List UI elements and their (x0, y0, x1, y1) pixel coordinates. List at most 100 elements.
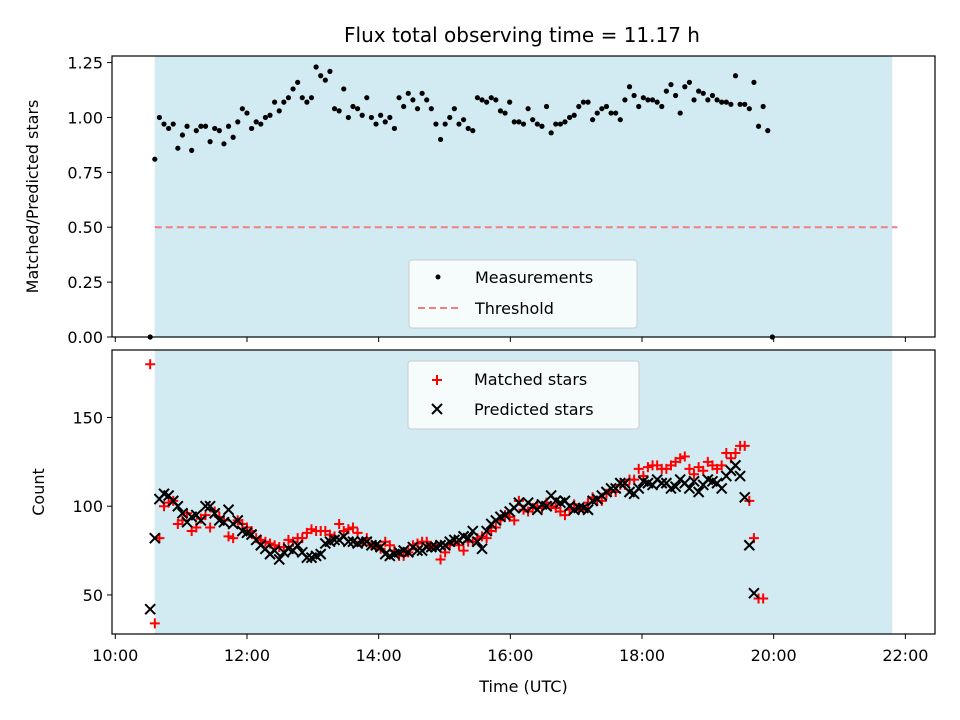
measurement-point (530, 117, 536, 123)
measurement-point (557, 121, 563, 127)
measurement-point (525, 106, 531, 112)
bottom-y-axis: 50 100 150 (72, 408, 112, 605)
measurement-point (484, 99, 490, 105)
predicted-star-point (462, 532, 474, 544)
measurement-point (608, 110, 614, 116)
matched-star-point (698, 465, 709, 476)
measurement-point (327, 68, 333, 74)
measurement-point (663, 88, 669, 94)
measurement-point (631, 92, 637, 99)
predicted-star-point (633, 482, 645, 495)
measurement-point (576, 103, 582, 110)
measurement-point (373, 121, 379, 127)
measurement-point (507, 99, 513, 105)
measurement-point (654, 99, 660, 105)
measurement-point (691, 97, 697, 103)
measurement-point (682, 84, 688, 90)
predicted-star-point (291, 539, 304, 551)
measurement-point (590, 117, 596, 123)
measurement-point (202, 123, 209, 129)
measurement-point (272, 99, 278, 105)
predicted-star-point (425, 541, 438, 553)
matched-star-point (716, 460, 727, 471)
matched-star-point (269, 540, 280, 551)
measurement-point (350, 103, 356, 110)
y-tick-label: 150 (72, 408, 103, 427)
matched-star-point (334, 518, 345, 529)
y-tick-label: 0.00 (67, 328, 103, 347)
measurement-point (295, 79, 301, 85)
predicted-star-point (582, 504, 594, 516)
predicted-star-point (301, 551, 313, 564)
predicted-star-point (149, 532, 161, 544)
top-legend: Measurements Threshold (408, 259, 638, 329)
matched-star-point (481, 533, 492, 544)
measurement-point (460, 117, 467, 123)
legend-measurements-label: Measurements (475, 268, 593, 287)
measurements-series (147, 64, 775, 340)
bottom-panel: 50 100 150 10:00 12:00 14:00 16:00 18:00 20:00 2… (29, 349, 936, 696)
predicted-star-point (421, 541, 433, 553)
measurement-point (553, 121, 559, 127)
predicted-star-point (356, 535, 368, 548)
top-axes-frame (111, 55, 936, 338)
predicted-star-point (748, 587, 760, 599)
measurement-point (239, 106, 245, 112)
predicted-star-point (480, 525, 493, 537)
predicted-star-point (218, 516, 230, 528)
predicted-star-point (605, 482, 617, 495)
measurement-point (511, 119, 517, 125)
matched-star-point (642, 462, 653, 473)
measurement-point (401, 103, 407, 110)
measurement-point (258, 121, 264, 127)
legend-predicted-marker (431, 403, 443, 415)
top-legend-box (408, 259, 638, 329)
predicted-star-point (204, 500, 216, 512)
matched-star-point (228, 533, 239, 544)
measurement-point (179, 132, 186, 138)
predicted-star-point (374, 541, 387, 553)
legend-measurements-marker (435, 274, 441, 280)
measurement-point (216, 128, 222, 134)
measurement-point (318, 73, 324, 79)
measurement-point (331, 106, 338, 112)
legend-predicted-label: Predicted stars (474, 400, 594, 419)
measurement-point (193, 128, 199, 134)
legend-plus-glyph (432, 375, 442, 385)
predicted-star-point (232, 514, 244, 527)
measurement-point (341, 86, 347, 92)
measurement-point (714, 97, 720, 103)
measurement-point (354, 106, 361, 112)
measurement-point (230, 134, 236, 140)
measurement-point (760, 103, 766, 110)
predicted-star-point (448, 534, 461, 546)
measurement-point (700, 90, 706, 96)
measurement-point (428, 106, 434, 112)
measurement-point (636, 103, 642, 110)
matched-star-point (679, 451, 690, 462)
measurement-point (198, 123, 204, 129)
predicted-star-point (476, 543, 488, 555)
top-y-axis-label: Matched/Predicted stars (23, 100, 42, 294)
predicted-star-point (743, 539, 756, 551)
predicted-star-point (715, 482, 728, 495)
y-tick-label: 0.75 (67, 163, 103, 182)
measurement-point (368, 114, 375, 121)
matched-star-point (347, 522, 358, 533)
measurement-point (626, 84, 633, 90)
matched-star-point (730, 447, 741, 458)
measurement-point (419, 90, 425, 96)
x-tick-label: 22:00 (882, 646, 928, 665)
measurement-point (677, 110, 683, 116)
x-tick-label: 20:00 (751, 646, 797, 665)
matched-star-point (338, 526, 349, 537)
measurement-point (281, 99, 287, 105)
matched-star-point (689, 469, 700, 480)
measurement-point (175, 145, 181, 151)
matched-star-point (145, 359, 156, 370)
measurement-point (447, 114, 453, 121)
measurement-point (345, 114, 351, 121)
matched-star-point (384, 540, 395, 551)
measurement-point (603, 103, 610, 110)
